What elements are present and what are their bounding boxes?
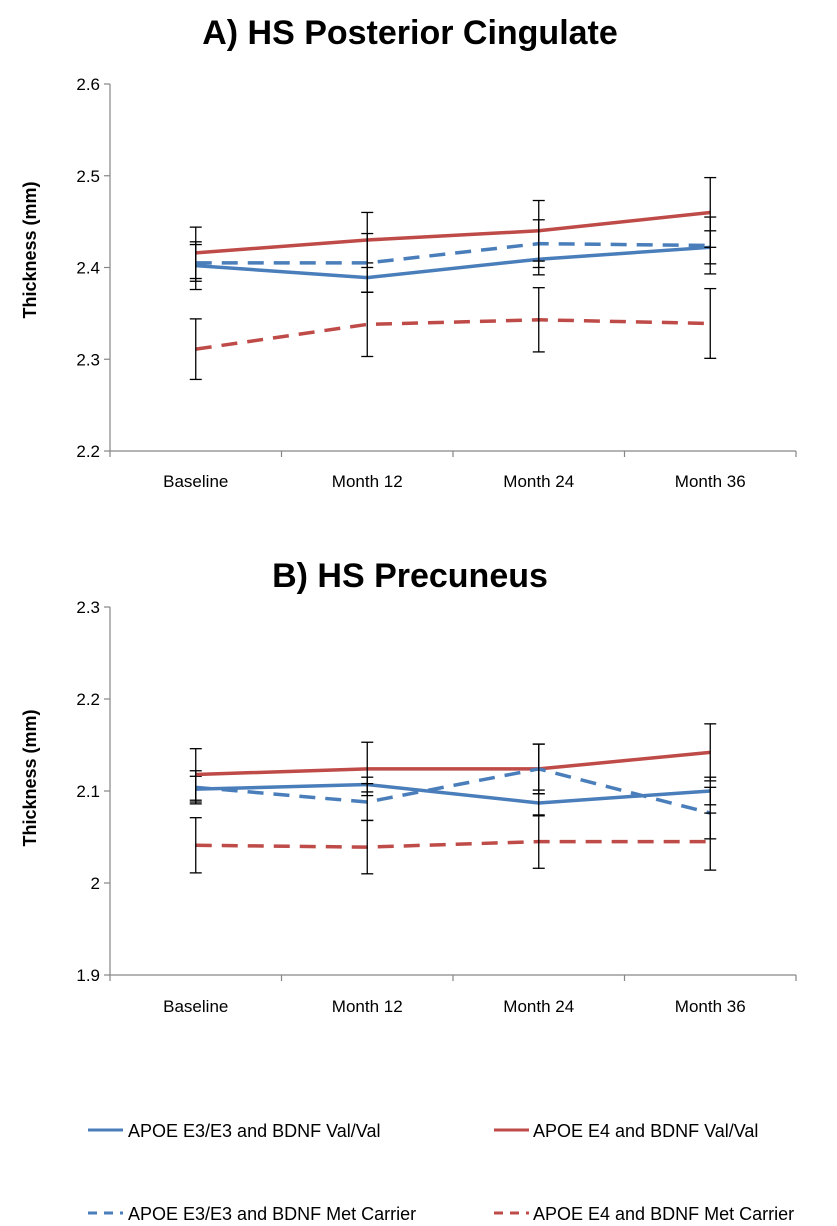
y-axis-ticks: 1.9 2 2.1 2.2 2.3 — [76, 598, 110, 985]
legend-item: APOE E4 and BDNF Val/Val — [494, 1121, 758, 1141]
error-bar — [704, 812, 717, 871]
series-line — [195, 210, 711, 255]
y-tick-label: 2.1 — [76, 782, 100, 801]
x-tick-label: Baseline — [163, 997, 228, 1016]
legend-label: APOE E4 and BDNF Val/Val — [533, 1121, 758, 1141]
y-axis-ticks: 2.2 2.3 2.4 2.5 2.6 — [76, 75, 110, 461]
x-tick-label: Baseline — [163, 472, 228, 491]
legend-label: APOE E3/E3 and BDNF Val/Val — [128, 1121, 380, 1141]
error-bar — [361, 291, 374, 358]
legend-label: APOE E3/E3 and BDNF Met Carrier — [128, 1204, 416, 1224]
y-tick-label: 2.2 — [76, 442, 100, 461]
error-bar — [704, 287, 717, 359]
y-tick-label: 2.3 — [76, 350, 100, 369]
y-tick-label: 2.5 — [76, 167, 100, 186]
series-4 — [189, 287, 717, 381]
x-tick-label: Month 12 — [332, 472, 403, 491]
chart-title: B) HS Precuneus — [272, 557, 548, 595]
error-bar — [361, 819, 374, 875]
series-line — [195, 318, 711, 351]
error-bar — [704, 216, 717, 275]
error-bar — [189, 770, 202, 805]
series-line — [195, 245, 711, 280]
y-tick-label: 2.6 — [76, 75, 100, 94]
x-tick-label: Month 36 — [675, 472, 746, 491]
x-tick-label: Month 36 — [675, 997, 746, 1016]
series-2 — [189, 176, 717, 280]
series-group — [189, 723, 717, 875]
series-group — [189, 176, 717, 381]
y-tick-label: 1.9 — [76, 966, 100, 985]
series-line — [195, 750, 711, 777]
series-line — [195, 782, 711, 805]
legend-item: APOE E4 and BDNF Met Carrier — [494, 1204, 794, 1224]
series-line — [195, 767, 711, 815]
y-tick-label: 2 — [91, 874, 100, 893]
x-axis-ticks: Baseline Month 12 Month 24 Month 36 — [109, 975, 797, 1016]
y-tick-label: 2.3 — [76, 598, 100, 617]
x-tick-label: Month 24 — [503, 997, 574, 1016]
error-bar — [532, 287, 545, 353]
legend-item: APOE E3/E3 and BDNF Val/Val — [88, 1121, 380, 1141]
series-1 — [189, 230, 717, 293]
y-tick-label: 2.4 — [76, 259, 100, 278]
chart-panel-posterior-cingulate: A) HS Posterior Cingulate Thickness (mm)… — [20, 14, 797, 491]
chart-title: A) HS Posterior Cingulate — [202, 14, 618, 52]
y-axis-label: Thickness (mm) — [20, 709, 40, 846]
error-bar — [532, 814, 545, 869]
chart-panel-precuneus: B) HS Precuneus Thickness (mm) 1.9 2 2.1 2.… — [20, 557, 797, 1016]
y-axis-label: Thickness (mm) — [20, 181, 40, 318]
error-bar — [532, 219, 545, 269]
x-tick-label: Month 24 — [503, 472, 574, 491]
series-line — [195, 839, 711, 849]
error-bar — [189, 318, 202, 381]
series-4 — [189, 812, 717, 875]
y-tick-label: 2.2 — [76, 690, 100, 709]
series-3 — [189, 216, 717, 293]
error-bar — [704, 723, 717, 782]
x-axis-ticks: Baseline Month 12 Month 24 Month 36 — [109, 451, 797, 491]
x-tick-label: Month 12 — [332, 997, 403, 1016]
legend-label: APOE E4 and BDNF Met Carrier — [533, 1204, 794, 1224]
error-bar — [189, 243, 202, 282]
series-line — [195, 241, 711, 265]
legend-item: APOE E3/E3 and BDNF Met Carrier — [88, 1204, 416, 1224]
error-bar — [532, 743, 545, 795]
legend: APOE E3/E3 and BDNF Val/Val APOE E4 and … — [88, 1121, 794, 1224]
error-bar — [189, 817, 202, 874]
